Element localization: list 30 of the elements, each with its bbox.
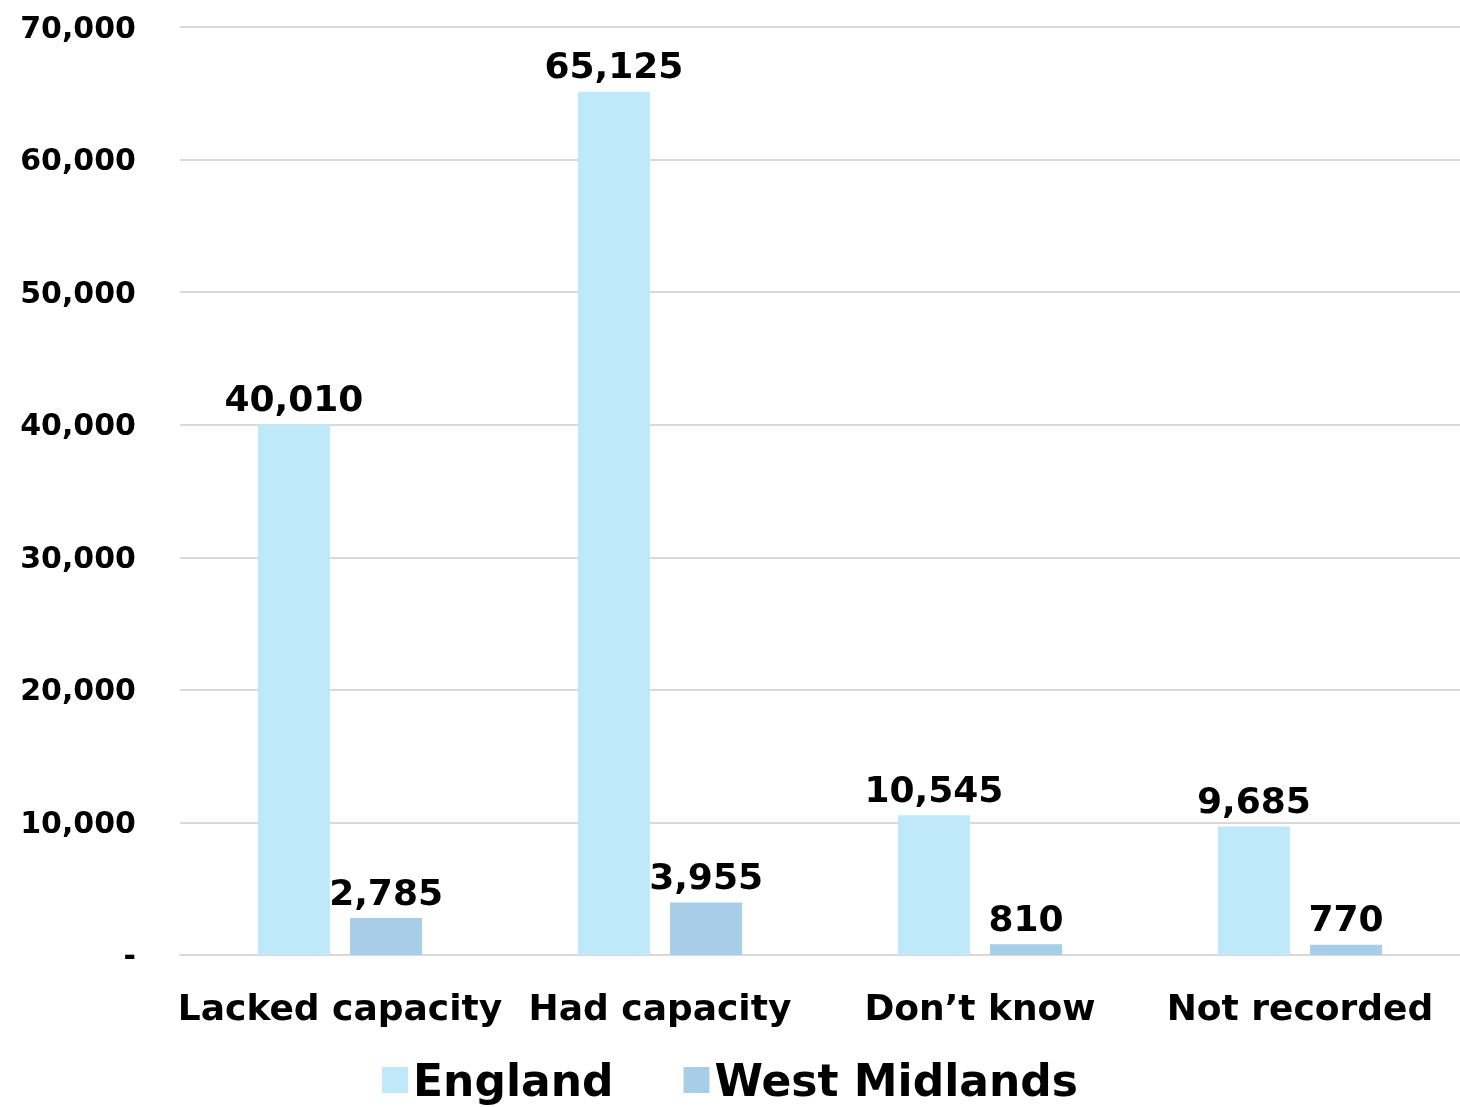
bar bbox=[990, 944, 1063, 955]
data-label: 40,010 bbox=[224, 378, 364, 420]
bar bbox=[670, 902, 743, 955]
x-tick-label: Lacked capacity bbox=[177, 986, 503, 1028]
data-label: 10,545 bbox=[864, 768, 1004, 810]
y-tick-label: 40,000 bbox=[20, 407, 136, 443]
legend-label: England bbox=[413, 1054, 614, 1106]
bar bbox=[1217, 826, 1290, 955]
data-label: 9,685 bbox=[1196, 780, 1311, 822]
y-tick-label: 60,000 bbox=[20, 142, 136, 178]
data-label: 3,955 bbox=[649, 856, 764, 898]
y-tick-label: 20,000 bbox=[20, 672, 136, 708]
y-tick-label: 30,000 bbox=[20, 539, 136, 575]
bar bbox=[350, 918, 423, 955]
y-tick-label: 10,000 bbox=[20, 804, 136, 840]
x-tick-label: Not recorded bbox=[1166, 986, 1434, 1028]
bar bbox=[577, 91, 650, 955]
data-label: 65,125 bbox=[544, 45, 684, 87]
y-tick-label: - bbox=[123, 937, 136, 973]
x-tick-label: Had capacity bbox=[528, 986, 792, 1028]
bar bbox=[1310, 944, 1383, 955]
data-label: 810 bbox=[988, 897, 1064, 939]
y-tick-label: 50,000 bbox=[20, 274, 136, 310]
x-tick-label: Don’t know bbox=[864, 986, 1096, 1028]
y-tick-label: 70,000 bbox=[20, 9, 136, 45]
bar bbox=[897, 815, 970, 955]
bar bbox=[257, 424, 330, 955]
data-label: 2,785 bbox=[329, 871, 444, 913]
legend-label: West Midlands bbox=[714, 1054, 1078, 1106]
data-label: 770 bbox=[1308, 898, 1384, 940]
